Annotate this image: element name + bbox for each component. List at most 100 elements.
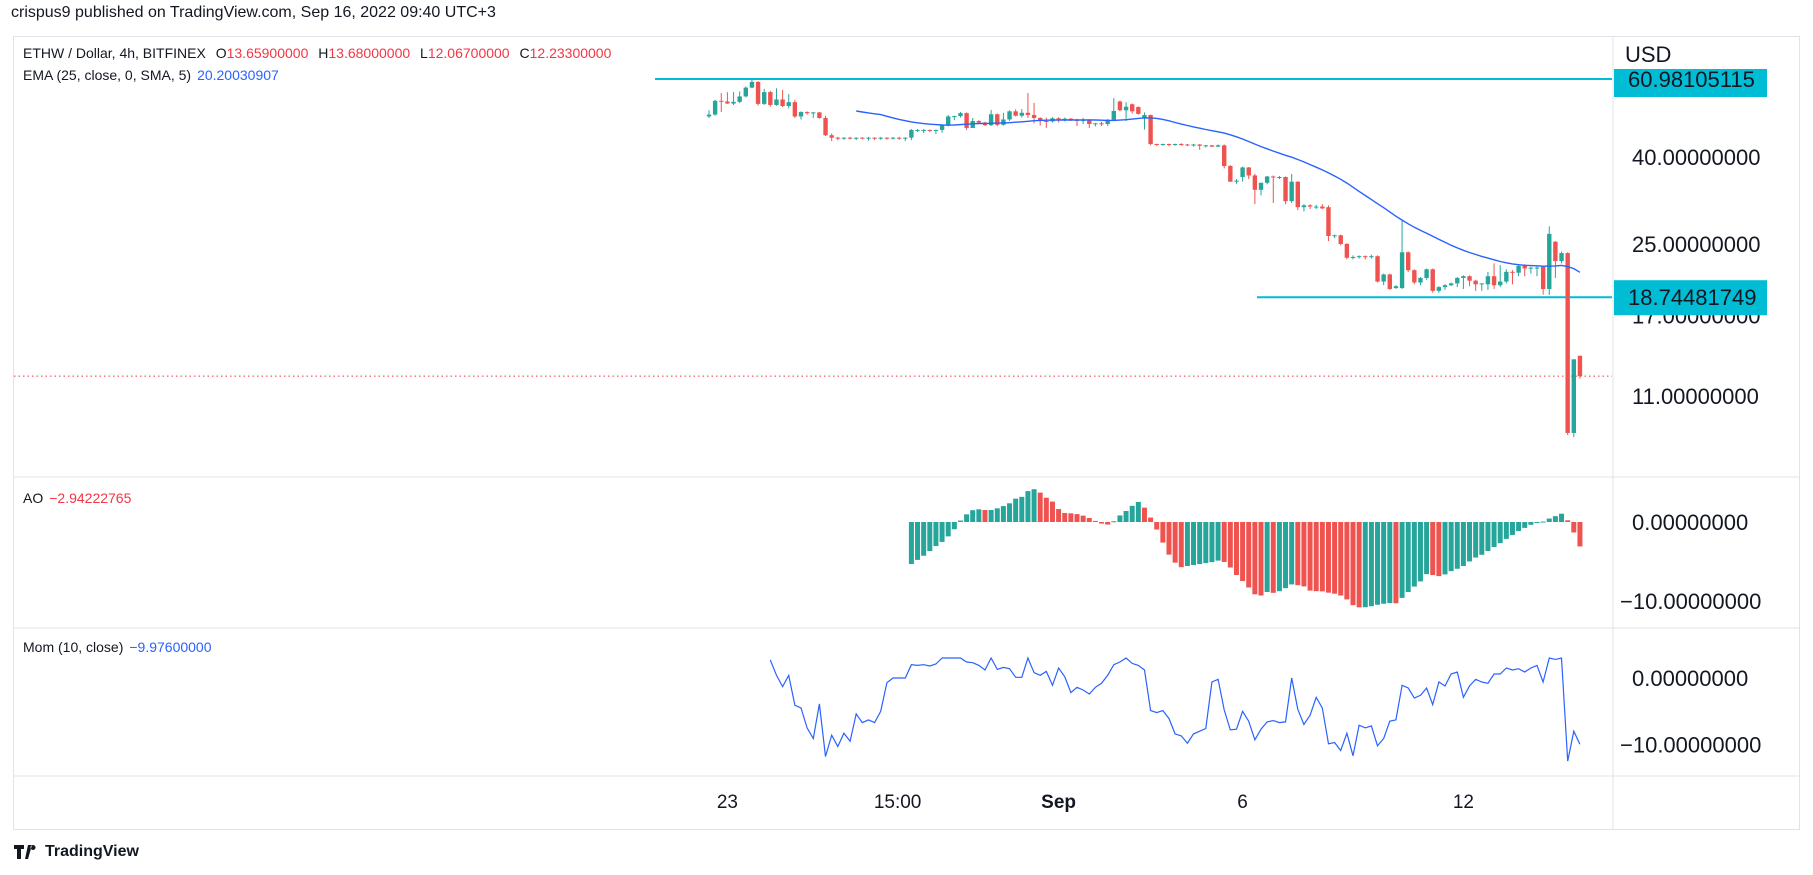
ao-bar xyxy=(1252,522,1258,595)
candle xyxy=(939,125,945,133)
candle xyxy=(1571,359,1576,438)
candle-body xyxy=(737,96,742,102)
candle xyxy=(1577,355,1583,379)
candle-body xyxy=(1264,176,1270,183)
candle xyxy=(1442,284,1448,290)
candle-body xyxy=(1240,167,1245,178)
symbol-legend: ETHW / Dollar, 4h, BITFINEX O13.65900000… xyxy=(23,45,617,61)
brand-name: TradingView xyxy=(45,843,139,860)
ao-bar xyxy=(1442,522,1448,575)
chart-frame[interactable] xyxy=(13,36,1800,830)
ao-bar xyxy=(1522,522,1528,528)
candle-body xyxy=(1430,269,1435,291)
candle xyxy=(1485,271,1491,290)
candle-body xyxy=(890,137,896,139)
candle xyxy=(792,99,798,118)
candle-body xyxy=(1534,267,1540,269)
candle xyxy=(927,129,932,132)
ao-bar xyxy=(1141,507,1147,522)
candle-body xyxy=(768,92,773,105)
ao-bar xyxy=(939,522,945,542)
candle-body xyxy=(1406,252,1411,271)
mom-value: −9.97600000 xyxy=(129,639,212,655)
candle-body xyxy=(1491,276,1497,286)
ao-bar xyxy=(1411,522,1417,587)
ao-bar xyxy=(1209,522,1215,563)
ao-bar xyxy=(1264,522,1270,592)
candle xyxy=(915,129,920,132)
candle-body xyxy=(835,137,840,139)
ao-bar xyxy=(1172,522,1178,563)
ao-bar xyxy=(1092,520,1098,522)
candle-body xyxy=(1025,112,1031,115)
time-tick-label: 23 xyxy=(717,792,738,813)
candle xyxy=(1473,279,1478,291)
candle xyxy=(1320,204,1325,209)
mom-legend: Mom (10, close) −9.97600000 xyxy=(23,639,218,655)
candle xyxy=(829,133,834,142)
ao-bar xyxy=(1105,522,1111,525)
ao-bar xyxy=(1154,522,1160,530)
level-price-label: 60.98105115 xyxy=(1628,67,1755,92)
candle-body xyxy=(725,101,730,104)
ao-bar xyxy=(1148,517,1154,522)
candle-body xyxy=(1504,271,1509,282)
candle-body xyxy=(1197,144,1202,146)
ao-label[interactable]: AO xyxy=(23,490,44,506)
candle-body xyxy=(1559,253,1564,261)
time-axis[interactable]: 23 15:00 Sep 6 12 xyxy=(717,792,1474,813)
ao-bar xyxy=(1491,522,1497,547)
candle-body xyxy=(1087,119,1092,125)
candle-body xyxy=(1044,120,1049,122)
time-tick-label: 12 xyxy=(1453,792,1474,813)
ao-bar xyxy=(1099,522,1105,524)
candle xyxy=(1467,275,1472,287)
candle xyxy=(1160,143,1166,146)
candle xyxy=(1038,117,1043,126)
candle xyxy=(1123,102,1129,121)
level-price-badge[interactable] xyxy=(1614,280,1767,316)
candle xyxy=(1455,277,1460,288)
candle-body xyxy=(1209,145,1215,147)
candle-body xyxy=(903,137,908,139)
candle xyxy=(1099,121,1104,126)
mom-path xyxy=(769,656,1581,762)
candle-body xyxy=(1356,256,1362,258)
ao-bar xyxy=(957,520,963,522)
ao-bar xyxy=(1552,516,1558,522)
candle-body xyxy=(1540,266,1546,289)
candle xyxy=(719,93,724,113)
ao-bar xyxy=(1049,501,1055,522)
ao-bar xyxy=(1270,522,1276,593)
candle xyxy=(958,112,963,118)
candle xyxy=(1399,220,1405,289)
candle-body xyxy=(1522,265,1527,269)
candle xyxy=(1430,268,1435,293)
candle-body xyxy=(1117,101,1123,111)
candle-body xyxy=(792,102,798,117)
candle-body xyxy=(1363,256,1368,258)
candle xyxy=(1179,143,1184,146)
ao-histogram xyxy=(908,489,1583,608)
high-value: 13.68000000 xyxy=(328,45,411,61)
candle xyxy=(1510,270,1515,285)
candle xyxy=(768,90,773,107)
pane-separators xyxy=(14,37,1799,829)
candle-body xyxy=(1326,207,1331,236)
ao-bar xyxy=(1191,522,1197,566)
candle xyxy=(896,136,902,140)
tradingview-logo[interactable]: TradingView xyxy=(14,843,139,861)
symbol-title[interactable]: ETHW / Dollar, 4h, BITFINEX xyxy=(23,45,206,61)
level-price-badge[interactable] xyxy=(1614,68,1767,97)
candle-body xyxy=(1399,252,1405,289)
candle-body xyxy=(1179,144,1184,146)
candle xyxy=(1424,268,1429,280)
candle xyxy=(817,112,822,119)
price-axis[interactable]: 40.0000000025.0000000017.0000000011.0000… xyxy=(1614,37,1799,758)
mom-label[interactable]: Mom (10, close) xyxy=(23,639,124,655)
candle xyxy=(1080,117,1086,125)
ao-bar xyxy=(1013,498,1019,522)
candle xyxy=(811,112,816,118)
ema-label[interactable]: EMA (25, close, 0, SMA, 5) xyxy=(23,67,192,83)
